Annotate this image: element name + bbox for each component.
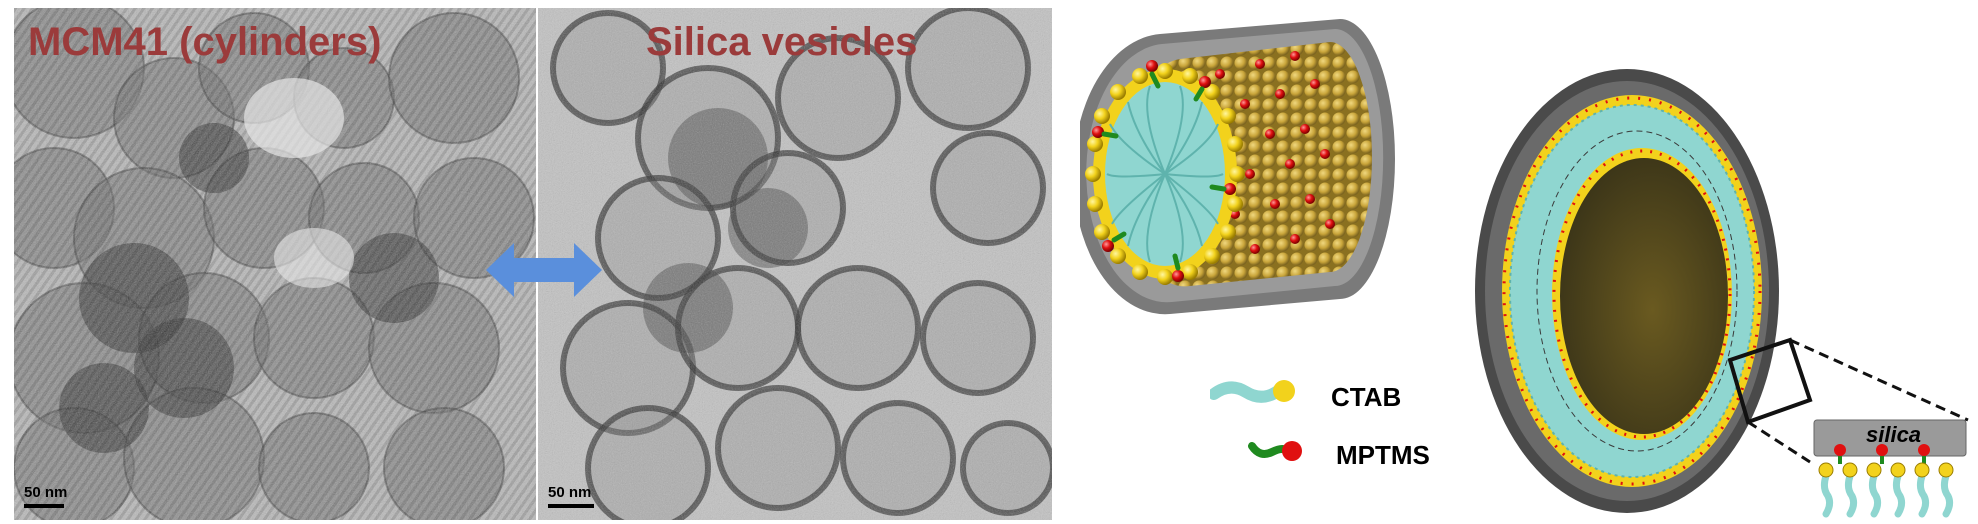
zoom-callout xyxy=(1727,337,1969,464)
zoom-box xyxy=(1727,337,1813,425)
tem-image-mcm41: MCM41 (cylinders) 50 nm xyxy=(14,8,536,520)
tem-image-vesicles: Silica vesicles 50 nm xyxy=(538,8,1052,520)
cylinder-micelle-diagram xyxy=(1080,19,1395,315)
mcm41-title: MCM41 (cylinders) xyxy=(28,20,382,64)
silica-inset-label: silica xyxy=(1866,422,1922,447)
mptms-molecule-icon xyxy=(1248,441,1302,461)
legend-ctab-label: CTAB xyxy=(1331,382,1402,412)
silica-inset-diagram xyxy=(1813,419,1967,518)
legend-mptms-label: MPTMS xyxy=(1336,440,1430,470)
mcm41-scale-bar xyxy=(24,504,64,508)
vesicles-scale-bar xyxy=(548,504,594,508)
vesicles-scale-label: 50 nm xyxy=(548,484,592,501)
mcm41-scale-label: 50 nm xyxy=(24,484,68,501)
ctab-molecule-icon xyxy=(1210,380,1295,403)
double-arrow-icon xyxy=(486,243,602,297)
tem-micrograph-vesicles xyxy=(538,8,1052,520)
vesicles-title: Silica vesicles xyxy=(646,20,918,64)
vesicle-diagram xyxy=(1475,69,1779,513)
tem-micrograph-mcm41 xyxy=(14,8,536,520)
